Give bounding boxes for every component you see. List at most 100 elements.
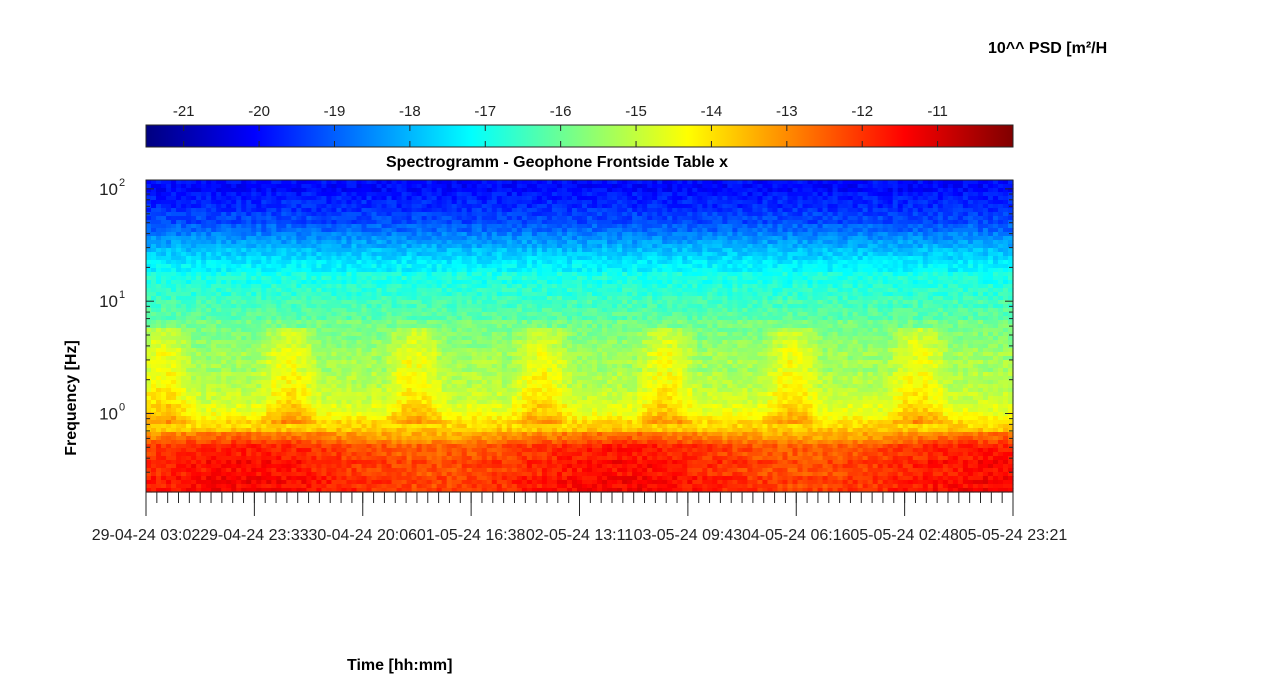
heatmap-cell (541, 208, 548, 213)
heatmap-cell (627, 232, 633, 237)
heatmap-cell (832, 252, 839, 257)
heatmap-cell (807, 192, 814, 197)
heatmap-cell (301, 196, 307, 201)
heatmap-cell (792, 272, 799, 277)
heatmap-cell (151, 228, 157, 233)
heatmap-cell (997, 240, 1004, 245)
heatmap-cell (897, 188, 904, 193)
heatmap-cell (206, 256, 212, 261)
heatmap-cell (767, 180, 774, 185)
heatmap-cell (677, 224, 683, 229)
heatmap-cell (992, 252, 999, 257)
heatmap-cell (872, 220, 879, 225)
heatmap-cell (982, 188, 989, 193)
heatmap-cell (1007, 244, 1014, 249)
heatmap-cell (296, 228, 302, 233)
heatmap-cell (907, 264, 914, 269)
heatmap-cell (997, 204, 1004, 209)
heatmap-cell (171, 232, 177, 237)
heatmap-cell (541, 248, 548, 253)
heatmap-cell (582, 268, 588, 273)
heatmap-cell (992, 240, 999, 245)
heatmap-cell (632, 244, 638, 249)
heatmap-cell (411, 216, 418, 221)
heatmap-cell (526, 268, 533, 273)
heatmap-cell (401, 236, 408, 241)
heatmap-cell (526, 256, 533, 261)
heatmap-cell (251, 204, 257, 209)
heatmap-cell (401, 276, 408, 281)
heatmap-cell (707, 256, 713, 261)
heatmap-cell (652, 260, 658, 265)
heatmap-cell (301, 284, 307, 289)
heatmap-cell (747, 276, 753, 281)
heatmap-cell (582, 248, 588, 253)
heatmap-cell (997, 248, 1004, 253)
heatmap-cell (561, 236, 568, 241)
heatmap-cell (647, 228, 653, 233)
heatmap-cell (561, 272, 568, 277)
heatmap-cell (852, 192, 859, 197)
heatmap-cell (206, 244, 212, 249)
heatmap-cell (211, 184, 217, 189)
heatmap-cell (672, 188, 678, 193)
heatmap-cell (722, 264, 728, 269)
heatmap-cell (251, 244, 257, 249)
heatmap-cell (677, 284, 683, 289)
heatmap-cell (787, 284, 794, 289)
heatmap-cell (541, 284, 548, 289)
heatmap-cell (516, 180, 523, 185)
heatmap-cell (311, 244, 317, 249)
heatmap-cell (912, 220, 919, 225)
heatmap-cell (887, 200, 894, 205)
heatmap-cell (146, 260, 152, 265)
heatmap-cell (852, 240, 859, 245)
heatmap-cell (877, 248, 884, 253)
heatmap-cell (692, 216, 698, 221)
heatmap-cell (566, 208, 573, 213)
heatmap-cell (386, 236, 393, 241)
heatmap-cell (186, 284, 192, 289)
heatmap-cell (647, 212, 653, 217)
heatmap-cell (216, 232, 222, 237)
heatmap-cell (827, 232, 834, 237)
heatmap-cell (386, 192, 393, 197)
heatmap-cell (456, 196, 463, 201)
heatmap-cell (757, 264, 764, 269)
heatmap-cell (647, 192, 653, 197)
heatmap-cell (366, 216, 373, 221)
heatmap-cell (276, 232, 282, 237)
heatmap-cell (882, 228, 889, 233)
heatmap-cell (246, 284, 252, 289)
heatmap-cell (612, 244, 618, 249)
heatmap-cell (897, 244, 904, 249)
heatmap-cell (647, 256, 653, 261)
heatmap-cell (416, 200, 423, 205)
heatmap-cell (642, 272, 648, 277)
heatmap-cell (296, 240, 302, 245)
heatmap-cell (236, 256, 242, 261)
heatmap-cell (807, 228, 814, 233)
heatmap-cell (917, 260, 924, 265)
heatmap-cell (321, 248, 328, 253)
heatmap-cell (216, 252, 222, 257)
heatmap-cell (431, 188, 438, 193)
heatmap-cell (571, 256, 578, 261)
heatmap-cell (456, 268, 463, 273)
heatmap-cell (617, 228, 623, 233)
heatmap-cell (747, 224, 753, 229)
heatmap-cell (612, 264, 618, 269)
heatmap-cell (877, 284, 884, 289)
heatmap-cell (672, 244, 678, 249)
heatmap-cell (151, 252, 157, 257)
heatmap-cell (677, 240, 683, 245)
heatmap-cell (181, 180, 187, 185)
heatmap-cell (346, 288, 353, 293)
heatmap-cell (536, 288, 543, 293)
heatmap-cell (707, 244, 713, 249)
heatmap-cell (997, 264, 1004, 269)
heatmap-cell (311, 292, 317, 297)
heatmap-cell (541, 244, 548, 249)
heatmap-cell (351, 220, 358, 225)
heatmap-cell (456, 232, 463, 237)
